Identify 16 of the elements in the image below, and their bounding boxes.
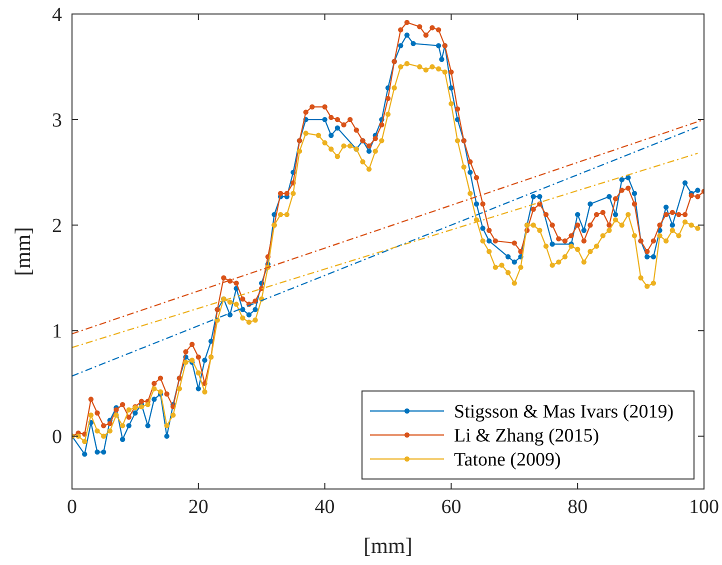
- legend-label: Li & Zhang (2015): [454, 426, 600, 447]
- legend-label: Stigsson & Mas Ivars (2019): [454, 402, 674, 423]
- x-axis-title: [mm]: [364, 533, 412, 558]
- x-tick-label: 40: [314, 496, 335, 518]
- y-tick-label: 2: [52, 215, 62, 238]
- x-tick-label: 20: [188, 496, 208, 518]
- y-tick-label: 3: [52, 110, 62, 132]
- x-tick-label: 100: [689, 496, 719, 518]
- y-tick-label: 0: [52, 426, 62, 448]
- y-axis-title: [mm]: [10, 227, 35, 276]
- y-tick-label: 4: [52, 4, 62, 26]
- x-tick-label: 60: [441, 496, 462, 518]
- legend-label: Tatone (2009): [454, 450, 561, 471]
- x-tick-label: 0: [67, 496, 77, 518]
- y-tick-label: 1: [52, 320, 62, 343]
- x-tick-label: 80: [568, 496, 588, 518]
